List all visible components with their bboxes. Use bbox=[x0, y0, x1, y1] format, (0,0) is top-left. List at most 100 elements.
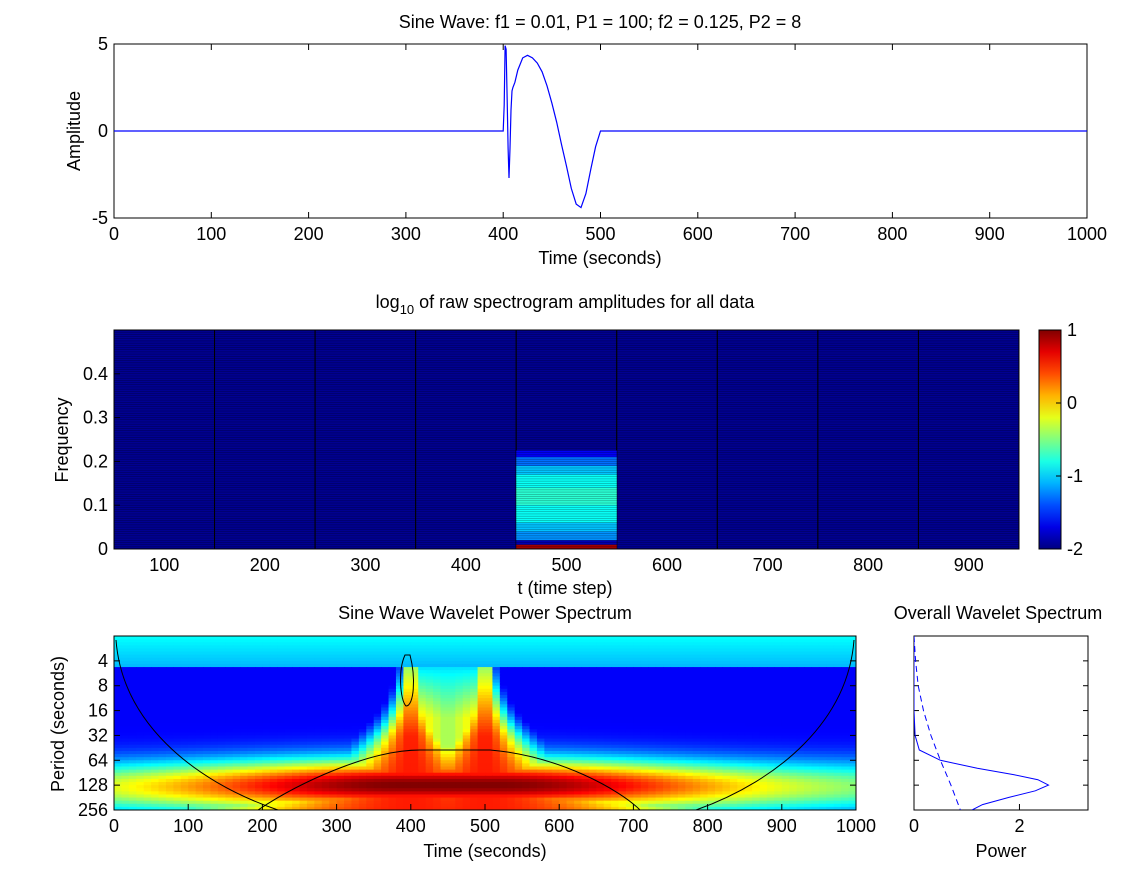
wavelet-cell bbox=[633, 723, 642, 727]
wavelet-cell bbox=[544, 716, 553, 721]
wavelet-cell bbox=[529, 723, 538, 727]
wavelet-cell bbox=[173, 673, 182, 677]
wavelet-cell bbox=[640, 707, 649, 712]
wavelet-cell bbox=[559, 642, 568, 646]
wavelet-cell bbox=[425, 676, 434, 681]
wavelet-cell bbox=[254, 738, 263, 743]
wavelet-cell bbox=[128, 657, 137, 662]
wavelet-cell bbox=[752, 639, 761, 643]
wavelet-cell bbox=[321, 642, 330, 646]
wavelet-cell bbox=[277, 651, 286, 656]
wavelet-cell bbox=[433, 763, 442, 768]
wavelet-cell bbox=[581, 769, 590, 774]
wavelet-cell bbox=[344, 778, 353, 783]
wavelet-cell bbox=[715, 695, 724, 699]
wavelet-cell bbox=[618, 698, 627, 702]
wavelet-cell bbox=[358, 663, 367, 668]
wavelet-cell bbox=[470, 769, 479, 774]
wavelet-cell bbox=[633, 775, 642, 780]
wavelet-cell bbox=[358, 747, 367, 752]
wavelet-cell bbox=[418, 738, 427, 743]
wavelet-cell bbox=[240, 744, 249, 749]
wavelet-cell bbox=[128, 667, 137, 671]
wavelet-cell bbox=[284, 763, 293, 768]
wavelet-cell bbox=[180, 723, 189, 727]
wavelet-cell bbox=[165, 710, 174, 715]
wavelet-cell bbox=[663, 676, 672, 681]
wavelet-cell bbox=[841, 744, 850, 749]
wavelet-cell bbox=[455, 763, 464, 768]
wavelet-cell bbox=[559, 760, 568, 764]
wavelet-cell bbox=[551, 654, 560, 659]
wavelet-cell bbox=[574, 704, 583, 709]
wavelet-cell bbox=[499, 713, 508, 718]
wavelet-cell bbox=[566, 744, 575, 749]
wavelet-cell bbox=[225, 750, 234, 755]
wavelet-cell bbox=[225, 667, 234, 671]
wavelet-cell bbox=[410, 763, 419, 768]
wavelet-cell bbox=[677, 778, 686, 783]
wavelet-cell bbox=[321, 775, 330, 780]
wavelet-cell bbox=[514, 754, 523, 758]
wavelet-cell bbox=[180, 639, 189, 643]
wavelet-cell bbox=[269, 763, 278, 768]
wavelet-cell bbox=[603, 645, 612, 650]
wavelet-cell bbox=[217, 782, 226, 786]
x-tick-label: 1000 bbox=[1067, 224, 1107, 244]
wavelet-cell bbox=[522, 757, 531, 761]
wavelet-cell bbox=[388, 747, 397, 752]
wavelet-cell bbox=[529, 691, 538, 696]
wavelet-cell bbox=[336, 688, 345, 693]
wavelet-cell bbox=[514, 679, 523, 684]
wavelet-cell bbox=[418, 679, 427, 684]
wavelet-cell bbox=[314, 741, 323, 746]
wavelet-cell bbox=[841, 642, 850, 646]
wavelet-cell bbox=[715, 670, 724, 674]
wavelet-cell bbox=[284, 741, 293, 746]
wavelet-cell bbox=[225, 673, 234, 677]
wavelet-cell bbox=[485, 642, 494, 646]
wavelet-cell bbox=[663, 695, 672, 699]
wavelet-cell bbox=[759, 754, 768, 758]
wavelet-cell bbox=[722, 744, 731, 749]
wavelet-cell bbox=[841, 651, 850, 656]
wavelet-cell bbox=[292, 760, 301, 764]
wavelet-cell bbox=[492, 750, 501, 755]
wavelet-cell bbox=[841, 757, 850, 761]
wavelet-cell bbox=[269, 775, 278, 780]
wavelet-cell bbox=[677, 747, 686, 752]
wavelet-cell bbox=[611, 639, 620, 643]
wavelet-cell bbox=[833, 710, 842, 715]
wavelet-cell bbox=[700, 713, 709, 718]
wavelet-cell bbox=[151, 673, 160, 677]
wavelet-cell bbox=[262, 651, 271, 656]
wavelet-cell bbox=[804, 778, 813, 783]
wavelet-cell bbox=[670, 691, 679, 696]
wavelet-cell bbox=[536, 682, 545, 687]
wavelet-cell bbox=[217, 636, 226, 640]
wavelet-cell bbox=[715, 735, 724, 740]
wavelet-cell bbox=[381, 707, 390, 712]
wavelet-cell bbox=[596, 704, 605, 709]
wavelet-cell bbox=[358, 735, 367, 740]
wavelet-cell bbox=[766, 744, 775, 749]
wavelet-cell bbox=[314, 769, 323, 774]
wavelet-cell bbox=[648, 679, 657, 684]
wavelet-cell bbox=[388, 695, 397, 699]
wavelet-cell bbox=[232, 766, 241, 771]
wavelet-cell bbox=[759, 701, 768, 705]
wavelet-cell bbox=[507, 701, 516, 705]
wavelet-cell bbox=[440, 642, 449, 646]
wavelet-cell bbox=[158, 660, 167, 665]
wavelet-cell bbox=[247, 663, 256, 668]
wavelet-cell bbox=[640, 772, 649, 777]
wavelet-cell bbox=[789, 726, 798, 730]
wavelet-cell bbox=[314, 726, 323, 730]
wavelet-cell bbox=[358, 757, 367, 761]
wavelet-cell bbox=[373, 639, 382, 643]
wavelet-cell bbox=[833, 775, 842, 780]
wavelet-cell bbox=[677, 691, 686, 696]
wavelet-cell bbox=[358, 707, 367, 712]
wavelet-cell bbox=[804, 744, 813, 749]
wavelet-cell bbox=[351, 726, 360, 730]
